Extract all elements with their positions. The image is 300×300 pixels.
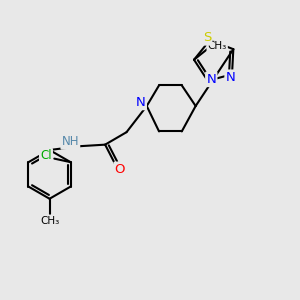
Text: CH₃: CH₃	[208, 41, 227, 51]
Text: O: O	[115, 163, 125, 176]
Text: N: N	[206, 73, 216, 86]
Text: S: S	[203, 31, 211, 44]
Text: NH: NH	[61, 136, 79, 148]
Text: N: N	[226, 71, 236, 84]
Text: CH₃: CH₃	[40, 216, 59, 226]
Text: Cl: Cl	[40, 149, 52, 162]
Text: N: N	[136, 96, 146, 109]
